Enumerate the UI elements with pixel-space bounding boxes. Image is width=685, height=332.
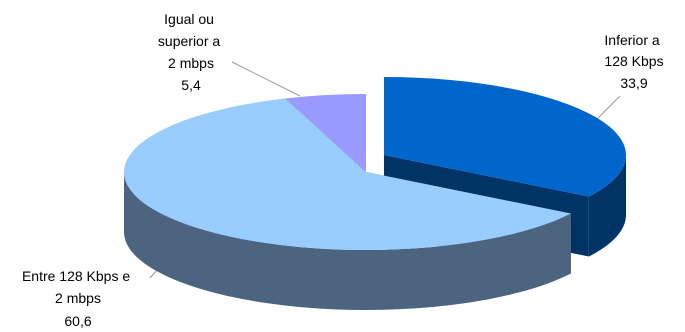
slice-top-igual [285,94,366,172]
slice-label-inferior: Inferior a 128 Kbps [604,32,663,69]
slice-side-entre-0 [124,172,571,311]
slice-value-inferior: 33,9 [620,75,647,91]
slice-value-entre: 60,6 [64,313,91,329]
slice-top-entre [124,98,571,250]
slice-entre [124,98,571,311]
slice-top-inferior [384,77,626,197]
leader-line-inferior [595,95,621,121]
pie-slices [124,77,626,311]
leader-line-igual [231,61,301,97]
slice-side-inferior-0 [588,155,626,257]
slice-label-entre: Entre 128 Kbps e 2 mbps [22,268,134,306]
slice-label-igual: Igual ou superior a 2 mbps [158,11,224,71]
slice-value-igual: 5,4 [181,77,201,93]
